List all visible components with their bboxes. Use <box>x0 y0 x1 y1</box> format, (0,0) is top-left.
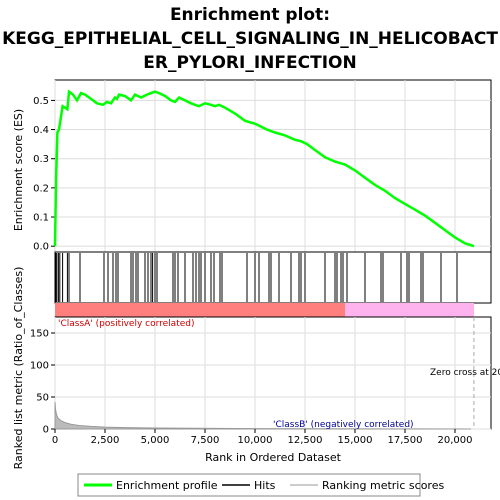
x-tick-label: 2,500 <box>91 435 120 446</box>
title-line-3: ER_PYLORI_INFECTION <box>143 53 356 73</box>
hits-panel-frame <box>54 251 492 304</box>
es-y-tick-label: 0.2 <box>33 183 49 194</box>
x-tick-label: 5,000 <box>141 435 170 446</box>
es-y-tick-label: 0.0 <box>33 242 49 253</box>
positive-correlation-band <box>55 303 345 317</box>
metric-y-axis-label: Ranked list metric (Ratio_of_Classes) <box>12 267 25 470</box>
es-y-tick-label: 0.4 <box>33 125 49 136</box>
negative-correlation-band <box>345 303 474 317</box>
x-tick-label: 10,000 <box>238 435 273 446</box>
metric-panel-frame <box>54 316 492 430</box>
es-y-tick-label: 0.1 <box>33 213 49 224</box>
es-y-axis-label: Enrichment score (ES) <box>12 109 25 231</box>
class-b-label: 'ClassB' (negatively correlated) <box>273 420 414 430</box>
x-tick-label: 12,500 <box>288 435 323 446</box>
x-axis-ticks: 0 2,500 5,000 7,500 10,000 12,500 15,000 17,500… <box>52 429 473 446</box>
x-tick-label: 15,000 <box>338 435 373 446</box>
metric-y-tick-label: 100 <box>30 361 49 372</box>
x-tick-label: 17,500 <box>388 435 423 446</box>
metric-y-tick-label: 50 <box>36 393 49 404</box>
legend: Enrichment profile Hits Ranking metric s… <box>77 473 444 497</box>
enrichment-profile-line <box>53 89 475 248</box>
legend-label-ranking-metric: Ranking metric scores <box>322 479 444 492</box>
metric-y-axis-ticks: 0 50 100 150 <box>30 329 55 436</box>
chart-title: Enrichment plot: KEGG_EPITHELIAL_CELL_SI… <box>2 5 498 73</box>
x-tick-label: 0 <box>52 435 58 446</box>
x-tick-label: 20,000 <box>438 435 473 446</box>
es-y-tick-label: 0.3 <box>33 154 49 165</box>
title-line-1: Enrichment plot: <box>170 5 330 25</box>
es-gridlines <box>54 80 491 252</box>
class-a-label: 'ClassA' (positively correlated) <box>58 319 195 329</box>
es-y-axis-ticks: 0.0 0.1 0.2 0.3 0.4 0.5 <box>33 96 55 253</box>
x-tick-label: 7,500 <box>191 435 220 446</box>
hit-markers <box>55 253 458 302</box>
metric-y-tick-label: 150 <box>30 329 49 340</box>
zero-cross-label: Zero cross at 20946 <box>430 368 500 378</box>
ranking-metric-area <box>54 402 472 430</box>
x-axis-label: Rank in Ordered Dataset <box>205 451 342 464</box>
metric-y-tick-label: 0 <box>43 425 49 436</box>
es-y-tick-label: 0.5 <box>33 96 49 107</box>
es-panel-frame <box>54 79 492 253</box>
legend-label-hits: Hits <box>254 479 276 492</box>
title-line-2: KEGG_EPITHELIAL_CELL_SIGNALING_IN_HELICO… <box>2 29 498 49</box>
legend-label-enrichment-profile: Enrichment profile <box>116 479 218 492</box>
